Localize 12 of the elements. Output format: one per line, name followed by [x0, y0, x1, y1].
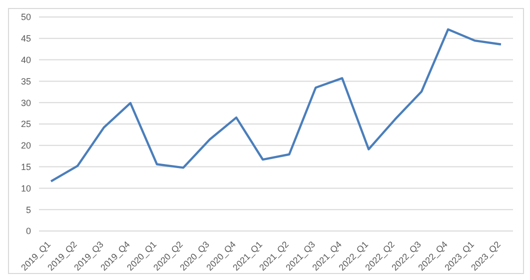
line-series — [50, 28, 502, 182]
y-tick-label: 15 — [20, 162, 31, 172]
y-tick-label: 35 — [20, 76, 31, 86]
y-tick-label: 10 — [20, 183, 31, 194]
y-tick-label: 40 — [20, 54, 31, 65]
y-tick-label: 30 — [20, 98, 31, 108]
y-tick-label: 5 — [26, 204, 31, 215]
y-tick-label: 0 — [26, 226, 31, 236]
y-tick-label: 45 — [20, 34, 31, 44]
y-tick-label: 25 — [20, 119, 31, 130]
y-tick-label: 20 — [20, 140, 31, 151]
y-tick-label: 50 — [20, 12, 31, 22]
